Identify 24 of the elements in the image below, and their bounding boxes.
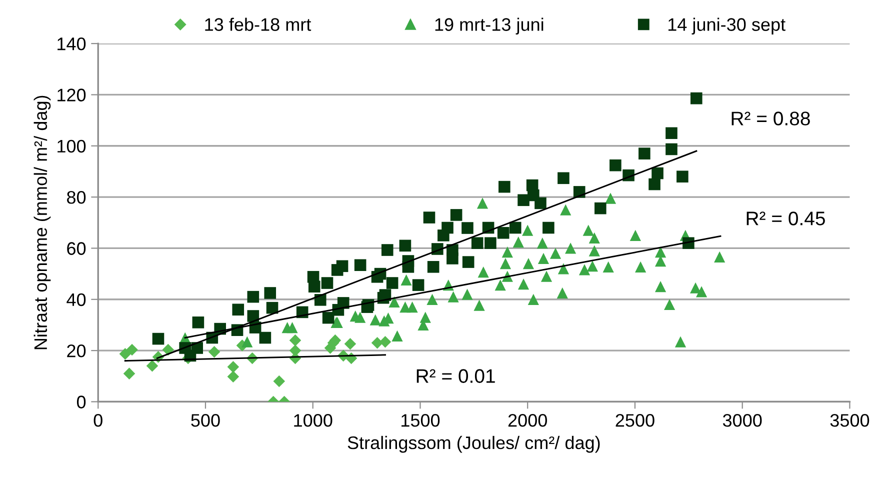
x-tick-label: 3000: [722, 414, 762, 427]
x-tick-label: 1000: [294, 414, 332, 427]
y-tick-label: 40: [66, 293, 86, 306]
y-tick-label: 60: [67, 242, 86, 255]
x-tick-label: 500: [191, 414, 220, 427]
y-tick-label: 100: [58, 140, 86, 153]
y-axis-title: Nitraat opname (mmol/ m²/ dag): [34, 96, 51, 350]
legend-label: 13 feb-18 mrt: [205, 18, 312, 31]
x-tick-label: 3500: [830, 414, 870, 427]
y-tick-label: 80: [67, 190, 86, 204]
legend-label: 19 mrt-13 juni: [435, 18, 544, 35]
y-tick-label: 20: [67, 344, 86, 358]
x-tick-label: 2000: [508, 414, 547, 427]
annotation: R² = 0.01: [416, 369, 495, 383]
x-tick-label: 1500: [402, 414, 440, 427]
y-tick-label: 120: [58, 88, 86, 102]
x-tick-label: 2500: [616, 414, 654, 427]
y-tick-label: 0: [76, 396, 86, 408]
legend-label: 14 juni-30 sept: [668, 18, 786, 35]
x-axis-title: Stralingssom (Joules/ cm²/ dag): [348, 436, 600, 453]
x-tick-label: 0: [94, 414, 102, 427]
y-tick-label: 140: [58, 37, 86, 50]
annotation: R² = 0.88: [732, 112, 810, 126]
annotation: R² = 0.45: [746, 212, 825, 226]
